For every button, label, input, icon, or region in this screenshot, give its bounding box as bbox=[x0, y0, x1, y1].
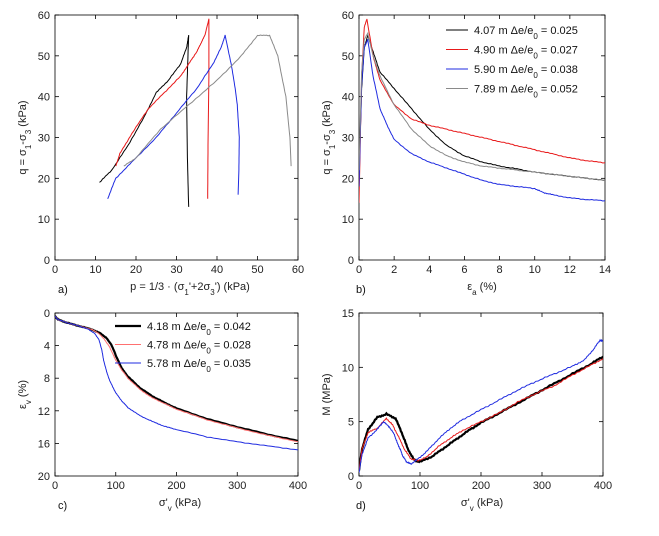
panel-a-series-line-4 bbox=[123, 34, 292, 167]
panel-a-y-tick-label: 20 bbox=[38, 173, 50, 185]
panel-a-y-tick-label: 0 bbox=[44, 255, 50, 267]
panel-d-x-tick-label: 400 bbox=[594, 480, 612, 492]
panel-d-x-axis-label: σ'v (kPa) bbox=[461, 497, 503, 513]
panel-c-x-tick-label: 0 bbox=[52, 480, 58, 492]
panel-a-y-tick-label: 40 bbox=[38, 92, 50, 104]
panel-b-legend-label-1: 4.07 m Δe/e0 = 0.025 bbox=[474, 25, 578, 41]
panel-c-y-tick-label: 20 bbox=[38, 471, 50, 483]
panel-c-legend-label-3: 5.78 m Δe/e0 = 0.035 bbox=[147, 358, 251, 374]
panel-a-plot-frame bbox=[54, 14, 299, 261]
panel-d-plot-frame bbox=[358, 312, 604, 477]
panel-a-x-tick-label: 0 bbox=[52, 264, 58, 276]
panel-b-x-tick-label: 4 bbox=[426, 264, 432, 276]
panel-d-x-tick-label: 0 bbox=[356, 480, 362, 492]
panel-a-chart: 0 10 20 30 40 50 60 0 10 20 30 40 50 60 p = 1/3 · (σ1'… bbox=[17, 10, 304, 297]
panel-d-y-tick-label: 5 bbox=[348, 417, 354, 429]
panel-b-x-tick-label: 6 bbox=[461, 264, 467, 276]
panel-b-legend-label-3: 5.90 m Δe/e0 = 0.038 bbox=[474, 64, 578, 80]
panel-b-panel-label: b) bbox=[356, 284, 366, 296]
panel-c-series-line-2 bbox=[55, 315, 298, 443]
panel-a-series-line-3 bbox=[107, 34, 240, 199]
panel-c-chart: 0 100 200 300 400 0 4 8 12 16 20 σ'v (kPa) εv (%) c) 4… bbox=[17, 308, 307, 513]
panel-d-y-tick-label: 0 bbox=[348, 471, 354, 483]
panel-d-series-line-1 bbox=[359, 355, 603, 471]
panel-c-legend-label-1: 4.18 m Δe/e0 = 0.042 bbox=[147, 321, 251, 337]
panel-b-x-tick-label: 2 bbox=[391, 264, 397, 276]
panel-a-y-axis-label: q = σ1-σ3 (kPa) bbox=[17, 100, 33, 174]
panel-a-panel-label: a) bbox=[58, 284, 68, 296]
panel-a-series-line-2 bbox=[115, 18, 210, 199]
panel-c-x-tick-label: 300 bbox=[228, 480, 246, 492]
panel-c-x-tick-label: 100 bbox=[107, 480, 125, 492]
panel-b-x-tick-label: 14 bbox=[599, 264, 611, 276]
panel-c-legend-label-2: 4.78 m Δe/e0 = 0.028 bbox=[147, 340, 251, 356]
panel-c-series-line-3 bbox=[55, 315, 298, 451]
panel-c-y-tick-label: 16 bbox=[38, 438, 50, 450]
panel-b-y-tick-label: 50 bbox=[342, 51, 354, 63]
panel-a-y-tick-label: 30 bbox=[38, 133, 50, 145]
panel-d-panel-label: d) bbox=[356, 500, 366, 512]
panel-c-y-tick-label: 8 bbox=[44, 373, 50, 385]
panel-b-x-axis-label: εa (%) bbox=[467, 281, 497, 297]
panel-b-y-tick-label: 20 bbox=[342, 173, 354, 185]
panel-b-series-line-2 bbox=[359, 18, 605, 203]
panel-a-y-tick-label: 50 bbox=[38, 51, 50, 63]
panel-d-y-tick-label: 15 bbox=[342, 308, 354, 320]
panel-b-x-tick-label: 10 bbox=[529, 264, 541, 276]
panel-c-series-line-1 bbox=[55, 315, 298, 443]
panel-b-y-tick-label: 10 bbox=[342, 214, 354, 226]
panel-b-x-tick-label: 8 bbox=[497, 264, 503, 276]
panel-d-y-tick-label: 10 bbox=[342, 362, 354, 374]
panel-a-x-tick-label: 30 bbox=[170, 264, 182, 276]
panel-b-series-line-3 bbox=[359, 38, 605, 202]
panel-b-x-tick-label: 12 bbox=[564, 264, 576, 276]
panel-a-x-tick-label: 60 bbox=[292, 264, 304, 276]
panel-c-y-tick-label: 12 bbox=[38, 406, 50, 418]
panel-b-legend-label-2: 4.90 m Δe/e0 = 0.027 bbox=[474, 45, 578, 61]
panel-d-x-tick-label: 200 bbox=[472, 480, 490, 492]
panel-c-panel-label: c) bbox=[58, 500, 67, 512]
panel-c-x-tick-label: 200 bbox=[167, 480, 185, 492]
panel-b-x-tick-label: 0 bbox=[356, 264, 362, 276]
panel-b-y-tick-label: 40 bbox=[342, 92, 354, 104]
panel-a-x-tick-label: 40 bbox=[211, 264, 223, 276]
panel-b-y-axis-label: q = σ1-σ3 (kPa) bbox=[321, 100, 337, 174]
panel-a-x-tick-label: 20 bbox=[130, 264, 142, 276]
panel-c-x-axis-label: σ'v (kPa) bbox=[159, 497, 201, 513]
panel-d-series-line-3 bbox=[359, 338, 603, 473]
panel-b-y-tick-label: 30 bbox=[342, 133, 354, 145]
panel-a-y-tick-label: 60 bbox=[38, 10, 50, 22]
panel-c-y-tick-label: 4 bbox=[44, 341, 50, 353]
panel-d-series-line-2 bbox=[359, 358, 603, 471]
panel-b-legend-label-4: 7.89 m Δe/e0 = 0.052 bbox=[474, 84, 578, 100]
panel-d-x-tick-label: 100 bbox=[411, 480, 429, 492]
panel-d-y-axis-label: M (MPa) bbox=[321, 373, 333, 415]
panel-b-series-line-4 bbox=[359, 31, 605, 181]
panel-d-x-tick-label: 300 bbox=[533, 480, 551, 492]
panel-a-x-tick-label: 10 bbox=[89, 264, 101, 276]
panel-a-x-tick-label: 50 bbox=[251, 264, 263, 276]
panel-a-x-axis-label: p = 1/3 · (σ1'+2σ3') (kPa) bbox=[130, 281, 250, 297]
panel-a-y-tick-label: 10 bbox=[38, 214, 50, 226]
panel-b-chart: 0 2 4 6 8 10 12 14 0 10 20 30 40 50 60 εa (%) q = σ1-σ3 … bbox=[321, 10, 611, 297]
panel-a-series-line-1 bbox=[99, 35, 190, 207]
panel-c-plot-frame bbox=[54, 312, 299, 477]
panel-b-y-tick-label: 0 bbox=[348, 255, 354, 267]
panel-c-y-tick-label: 0 bbox=[44, 308, 50, 320]
panel-b-y-tick-label: 60 bbox=[342, 10, 354, 22]
panel-c-x-tick-label: 400 bbox=[289, 480, 307, 492]
panel-c-y-axis-label: εv (%) bbox=[17, 380, 33, 409]
panel-d-chart: 0 100 200 300 400 0 5 10 15 σ'v (kPa) M (MPa) d) bbox=[321, 308, 612, 513]
